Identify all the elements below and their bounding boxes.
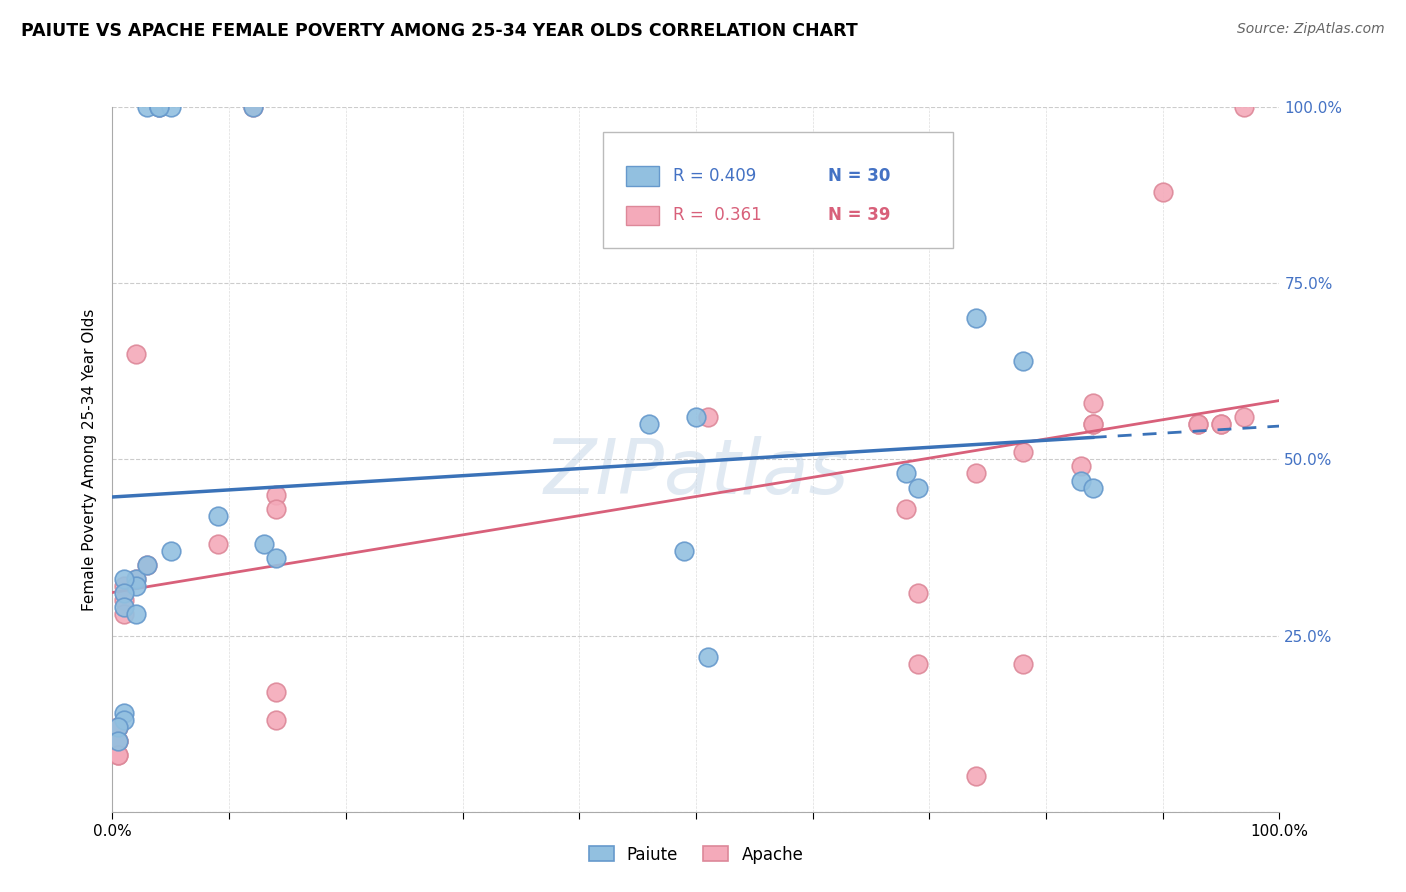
Point <box>1233 410 1256 425</box>
Point <box>125 579 148 593</box>
Text: ZIPatlas: ZIPatlas <box>543 436 849 510</box>
Text: R = 0.409: R = 0.409 <box>672 167 756 185</box>
Point <box>125 346 148 360</box>
Point <box>112 586 135 600</box>
Point <box>1233 100 1256 114</box>
Point <box>1187 417 1209 431</box>
Text: N = 30: N = 30 <box>828 167 890 185</box>
Point <box>107 734 129 748</box>
Point <box>125 607 148 622</box>
Point <box>907 657 929 671</box>
Point <box>907 481 929 495</box>
Point <box>965 467 987 481</box>
Point <box>112 713 135 727</box>
Point <box>112 579 135 593</box>
Point <box>264 685 287 699</box>
Point <box>160 544 183 558</box>
Point <box>242 100 264 114</box>
Text: PAIUTE VS APACHE FEMALE POVERTY AMONG 25-34 YEAR OLDS CORRELATION CHART: PAIUTE VS APACHE FEMALE POVERTY AMONG 25… <box>21 22 858 40</box>
Point <box>965 769 987 784</box>
Point <box>242 100 264 114</box>
Text: R =  0.361: R = 0.361 <box>672 206 762 225</box>
Point <box>112 593 135 607</box>
Point <box>107 720 129 734</box>
Point <box>107 748 129 763</box>
Point <box>136 558 159 573</box>
Point <box>1081 396 1104 410</box>
Point <box>160 100 183 114</box>
Point <box>965 311 987 326</box>
Point <box>207 508 229 523</box>
Point <box>112 600 135 615</box>
Point <box>907 586 929 600</box>
FancyBboxPatch shape <box>626 205 658 226</box>
Point <box>685 410 707 425</box>
Point <box>148 100 170 114</box>
Point <box>1070 474 1092 488</box>
Point <box>112 572 135 586</box>
Point <box>894 467 917 481</box>
Point <box>148 100 170 114</box>
Text: Source: ZipAtlas.com: Source: ZipAtlas.com <box>1237 22 1385 37</box>
Point <box>112 706 135 720</box>
Point <box>125 572 148 586</box>
Point <box>1081 481 1104 495</box>
Point <box>696 410 718 425</box>
Point <box>1187 417 1209 431</box>
Point <box>107 748 129 763</box>
Point <box>207 537 229 551</box>
Legend: Paiute, Apache: Paiute, Apache <box>582 839 810 871</box>
Point <box>107 720 129 734</box>
Point <box>1152 185 1174 199</box>
Point <box>148 100 170 114</box>
Point <box>638 417 661 431</box>
Point <box>253 537 276 551</box>
Point <box>136 100 159 114</box>
Point <box>125 572 148 586</box>
Point <box>107 720 129 734</box>
Point <box>107 734 129 748</box>
Point <box>673 544 696 558</box>
Point <box>264 713 287 727</box>
Point <box>264 501 287 516</box>
Point <box>1209 417 1232 431</box>
Point <box>1070 459 1092 474</box>
Point <box>1011 445 1033 459</box>
Point <box>264 551 287 566</box>
Point <box>1209 417 1232 431</box>
Point <box>1011 353 1033 368</box>
FancyBboxPatch shape <box>626 166 658 186</box>
Point <box>112 607 135 622</box>
Point <box>107 734 129 748</box>
Y-axis label: Female Poverty Among 25-34 Year Olds: Female Poverty Among 25-34 Year Olds <box>82 309 97 610</box>
Point <box>837 212 859 227</box>
Text: N = 39: N = 39 <box>828 206 890 225</box>
Point <box>696 649 718 664</box>
Point <box>1081 417 1104 431</box>
Point <box>894 501 917 516</box>
Point <box>136 558 159 573</box>
FancyBboxPatch shape <box>603 132 953 248</box>
Point <box>264 487 287 501</box>
Point <box>1081 417 1104 431</box>
Point <box>1011 657 1033 671</box>
